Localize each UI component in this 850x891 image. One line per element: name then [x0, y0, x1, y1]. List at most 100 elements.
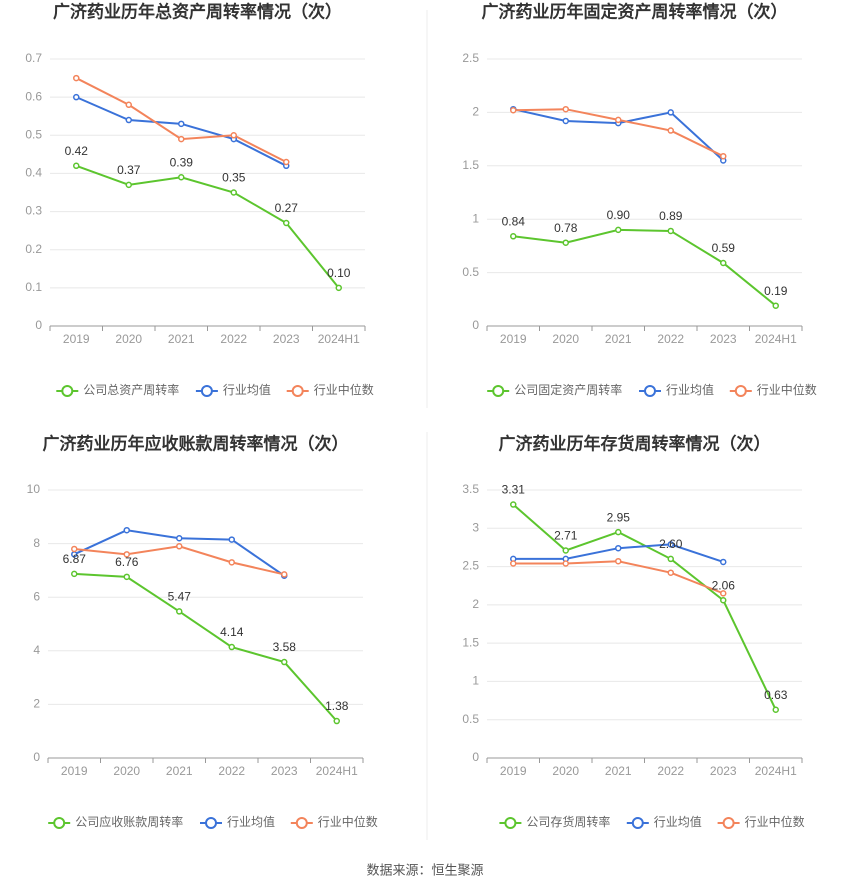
x-tick-label: 2024H1: [318, 332, 360, 346]
point: [123, 573, 130, 581]
point: [562, 547, 569, 554]
legend-marker: [492, 385, 505, 397]
data-label: 0.89: [659, 209, 683, 223]
chart-title: 广济药业历年存货周转率情况（次）: [499, 433, 771, 453]
legend-marker: [644, 385, 656, 397]
point: [667, 555, 674, 563]
chart-title: 广济药业历年固定资产周转率情况（次）: [482, 1, 788, 21]
data-label: 0.19: [764, 284, 788, 298]
point: [178, 120, 185, 128]
point: [667, 541, 674, 548]
point: [178, 173, 185, 181]
x-tick-label: 2022: [218, 764, 245, 778]
point: [720, 152, 727, 160]
x-tick-label: 2020: [115, 332, 142, 346]
data-label: 6.87: [63, 552, 87, 566]
point: [615, 226, 622, 234]
point: [125, 116, 132, 124]
x-tick-label: 2020: [113, 764, 140, 778]
series-line: [513, 228, 777, 307]
y-tick-label: 0.2: [25, 242, 42, 256]
series-line: [75, 164, 340, 289]
point: [772, 706, 779, 714]
data-label: 4.14: [220, 625, 244, 639]
point: [333, 717, 340, 725]
point: [562, 239, 569, 246]
point: [667, 109, 674, 116]
x-tick-label: 2022: [657, 332, 684, 346]
data-label: 5.47: [168, 590, 192, 604]
point: [230, 132, 237, 139]
point: [283, 219, 290, 227]
data-label: 3.58: [273, 640, 297, 654]
series-line: [513, 560, 724, 595]
point: [615, 544, 622, 552]
y-tick-label: 10: [27, 482, 41, 496]
y-tick-label: 2: [33, 697, 40, 711]
point: [283, 158, 290, 166]
point: [73, 93, 80, 101]
point: [510, 560, 517, 567]
point: [123, 551, 130, 558]
y-tick-label: 1: [472, 211, 479, 225]
data-label: 0.84: [502, 214, 526, 228]
point: [720, 259, 727, 267]
y-tick-label: 0: [472, 318, 479, 332]
data-label: 1.38: [325, 699, 349, 713]
y-tick-label: 8: [33, 536, 40, 550]
legend-label: 公司应收账款周转率: [75, 814, 183, 829]
data-label: 0.42: [65, 144, 89, 158]
y-tick-label: 2: [472, 105, 479, 119]
data-label: 0.78: [554, 221, 578, 235]
y-tick-label: 2.5: [462, 51, 479, 65]
legend-label: 行业中位数: [314, 382, 374, 397]
data-label: 0.39: [170, 155, 194, 169]
source: 数据来源：恒生聚源: [366, 862, 483, 877]
data-label: 0.59: [712, 241, 736, 255]
point: [615, 116, 622, 124]
x-tick-label: 2023: [271, 764, 298, 778]
x-tick-label: 2019: [500, 764, 527, 778]
legend-marker: [734, 385, 747, 397]
legend-label: 行业均值: [666, 382, 714, 397]
point: [720, 590, 727, 597]
y-tick-label: 1: [472, 674, 479, 688]
point: [562, 560, 569, 567]
legend-label: 行业中位数: [318, 814, 378, 829]
y-tick-label: 0.4: [25, 166, 42, 180]
point: [510, 107, 517, 114]
legend-marker: [53, 817, 66, 829]
point: [176, 534, 183, 542]
point: [335, 284, 342, 292]
series-line: [74, 545, 285, 576]
legend-marker: [504, 817, 517, 829]
legend-label: 公司固定资产周转率: [514, 382, 622, 397]
x-tick-label: 2024H1: [755, 764, 797, 778]
x-tick-label: 2020: [552, 764, 579, 778]
point: [228, 536, 235, 543]
x-tick-label: 2022: [220, 332, 247, 346]
point: [71, 545, 78, 553]
point: [123, 526, 130, 534]
x-tick-label: 2020: [552, 332, 579, 346]
legend-label: 行业均值: [227, 814, 275, 829]
x-tick-label: 2021: [605, 764, 632, 778]
data-label: 2.06: [712, 578, 736, 592]
legend-marker: [631, 817, 644, 829]
legend-marker: [205, 817, 217, 829]
y-tick-label: 0.6: [25, 89, 42, 103]
legend-label: 公司总资产周转率: [83, 382, 179, 397]
point: [615, 528, 622, 536]
point: [667, 569, 674, 576]
x-tick-label: 2023: [273, 332, 300, 346]
point: [667, 127, 674, 134]
data-label: 2.71: [554, 529, 578, 543]
legend-marker: [295, 817, 308, 829]
series-line: [74, 572, 338, 722]
point: [228, 643, 235, 651]
point: [667, 227, 674, 235]
point: [281, 658, 288, 666]
x-tick-label: 2024H1: [755, 332, 797, 346]
point: [562, 117, 569, 125]
